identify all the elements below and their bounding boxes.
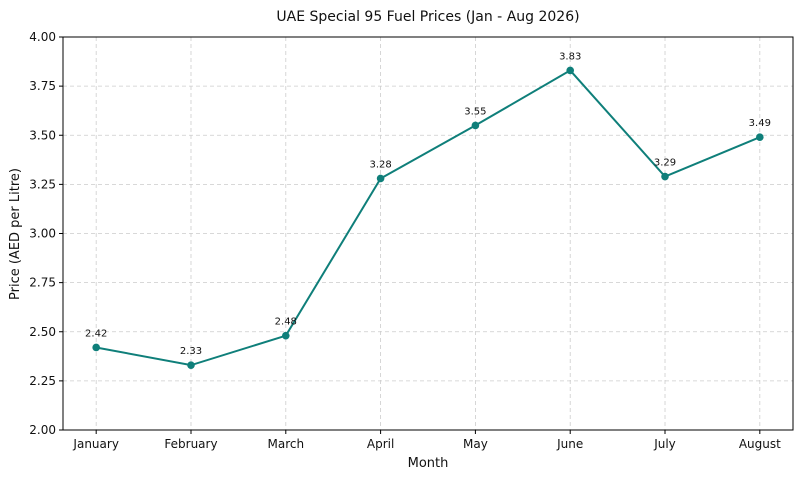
y-tick-label: 2.00 bbox=[29, 423, 56, 437]
data-label: 2.42 bbox=[85, 328, 107, 339]
x-tick-label: June bbox=[556, 437, 583, 451]
data-label: 3.28 bbox=[369, 159, 391, 170]
data-label: 3.49 bbox=[749, 118, 771, 129]
y-tick-label: 2.75 bbox=[29, 276, 56, 290]
y-tick-label: 3.00 bbox=[29, 227, 56, 241]
data-label: 3.83 bbox=[559, 51, 581, 62]
series-line bbox=[95, 69, 761, 367]
y-tick-label: 3.50 bbox=[29, 128, 56, 142]
grid-layer bbox=[63, 36, 793, 431]
x-tick-label: February bbox=[164, 437, 217, 451]
x-tick-label: July bbox=[653, 437, 676, 451]
data-label: 3.55 bbox=[464, 106, 486, 117]
y-tick-label: 3.25 bbox=[29, 177, 56, 191]
data-point bbox=[92, 343, 100, 352]
x-tick-label: January bbox=[72, 437, 119, 451]
data-point bbox=[376, 174, 385, 183]
x-axis-title: Month bbox=[408, 456, 449, 471]
y-tick-label: 3.75 bbox=[29, 79, 56, 93]
data-point bbox=[566, 66, 575, 75]
data-label: 2.48 bbox=[275, 317, 297, 328]
x-tick-label: April bbox=[367, 437, 394, 451]
data-point bbox=[756, 133, 764, 142]
data-point bbox=[187, 361, 195, 369]
chart-title: UAE Special 95 Fuel Prices (Jan - Aug 20… bbox=[276, 9, 579, 25]
y-tick-label: 2.50 bbox=[29, 325, 56, 339]
data-point bbox=[471, 121, 480, 130]
plot-frame bbox=[62, 36, 794, 431]
data-point bbox=[661, 172, 669, 181]
x-tick-label: March bbox=[267, 437, 304, 451]
data-label: 3.29 bbox=[654, 158, 676, 169]
y-tick-label: 4.00 bbox=[29, 30, 56, 44]
data-point bbox=[281, 331, 290, 340]
axis-layer: 2.00 2.25 2.50 2.75 3.00 3.25 3.50 3.75 4.00 Janu… bbox=[29, 30, 781, 451]
y-axis-title: Price (AED per Litre) bbox=[8, 168, 23, 300]
x-tick-label: August bbox=[739, 437, 781, 451]
series-layer: 2.42 2.33 2.48 3.28 3.55 3.83 3.29 3.49 bbox=[85, 51, 771, 369]
x-tick-label: May bbox=[463, 437, 488, 451]
data-label: 2.33 bbox=[180, 346, 202, 357]
y-tick-label: 2.25 bbox=[29, 374, 56, 388]
